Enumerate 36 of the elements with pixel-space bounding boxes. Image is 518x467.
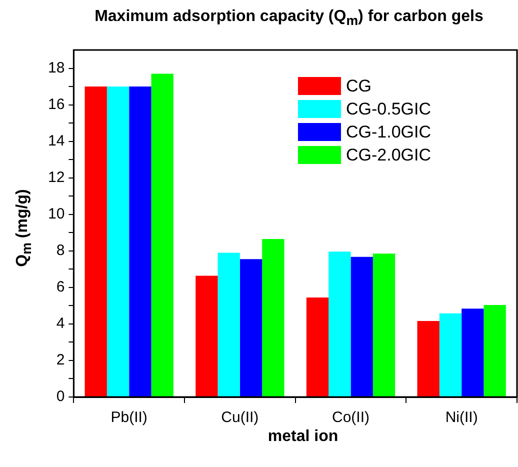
y-tick-label: 16 [48,96,65,113]
y-tick-label: 8 [56,242,65,260]
y-tick-label: 0 [56,388,65,406]
bar [151,74,174,396]
y-tick-label: 4 [56,315,65,332]
y-tick-label: 14 [48,132,65,150]
y-tick-label: 6 [56,278,65,296]
bar [484,304,506,396]
legend-label: CG-1.0GIC [346,122,432,142]
y-tick-label: 18 [48,59,65,76]
x-tick-label: Co(II) [332,409,370,426]
chart-title: Maximum adsorption capacity (Q$_{m}$) for carbon gels [94,8,484,28]
bar [462,308,484,396]
bar [439,313,462,396]
y-tick-label: 2 [56,352,65,369]
bar [372,254,396,396]
bar [240,259,262,396]
legend-label: CG-0.5GIC [346,100,432,119]
bar [350,256,373,396]
x-tick-label: Ni(II) [445,409,478,426]
x-tick-label: Cu(II) [221,409,259,426]
bar [218,252,240,396]
legend-label: CG-2.0GIC [346,146,432,165]
bar [196,276,218,396]
x-tick-label: Pb(II) [110,409,148,426]
bar [106,86,130,396]
x-axis-title: metal ion [266,428,340,446]
bar [417,321,440,396]
bar [129,86,152,396]
bar [328,252,351,396]
legend-label: CG [346,76,372,96]
bar [262,239,284,396]
bar [84,86,107,396]
y-tick-label: 10 [48,206,65,223]
y-tick-label: 12 [48,168,65,186]
bar [306,297,329,396]
